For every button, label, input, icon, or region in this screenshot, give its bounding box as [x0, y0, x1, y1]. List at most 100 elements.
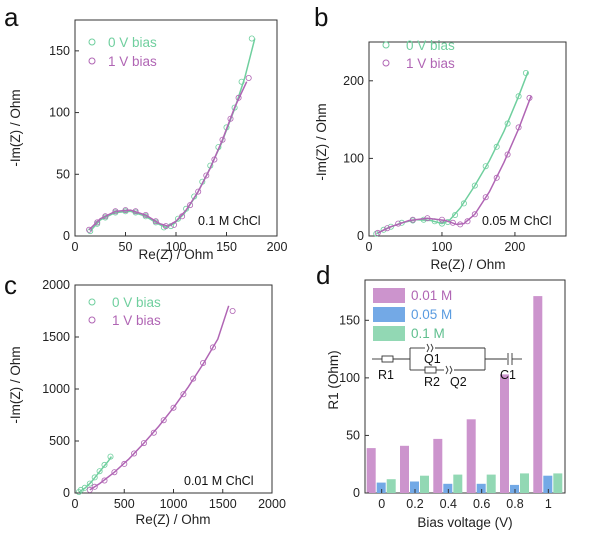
panel-c: c 0 500 1000 1500 2000 0 500 1000 1500 2000 Re(Z)…: [4, 270, 286, 527]
data-point-1v: [179, 213, 186, 220]
bar-005M-06: [476, 483, 486, 493]
y-axis-label-d: R1 (Ohm): [326, 350, 341, 409]
data-point-1v: [449, 219, 456, 226]
fit-line-1v: [88, 81, 248, 231]
data-point-0v: [81, 484, 88, 491]
note-a: 0.1 M ChCl: [198, 214, 261, 228]
y-tick-label: 150: [339, 313, 360, 327]
circuit-r1-resistor: [381, 355, 394, 363]
y-axis-label-b: -Im(Z) / Ohm: [314, 103, 329, 180]
legend-swatch-d-01: [373, 326, 405, 341]
circuit-label-q2: Q2: [450, 375, 467, 389]
marks-a: [86, 35, 256, 235]
data-point-1v: [526, 94, 533, 101]
data-point-1v: [160, 417, 167, 424]
bar-01M-0: [386, 479, 396, 493]
legend-label-a-1v: 1 V bias: [108, 54, 157, 69]
data-point-1v: [102, 213, 109, 220]
x-tick-label: 0.8: [506, 497, 523, 511]
bar-01M-02: [420, 475, 429, 493]
marks-b: [373, 70, 533, 237]
circuit-r2-resistor: [424, 366, 437, 374]
y-tick-label: 0: [357, 229, 364, 243]
data-point-1v: [203, 172, 210, 179]
data-point-0v: [91, 474, 98, 481]
y-tick-label: 200: [343, 74, 364, 88]
plot-frame-c: [74, 284, 273, 494]
data-point-1v: [94, 219, 101, 226]
data-point-0v: [471, 182, 478, 189]
data-point-0v: [183, 205, 190, 212]
x-tick-label: 150: [216, 240, 237, 254]
x-tick-label: 1000: [160, 497, 188, 511]
legend-label-d-005: 0.05 M: [411, 307, 452, 322]
x-tick-label: 100: [166, 240, 187, 254]
data-point-0v: [387, 223, 394, 230]
y-tick-label: 50: [346, 428, 360, 442]
bar-001M-04: [433, 438, 443, 493]
x-tick-label: 500: [114, 497, 135, 511]
data-point-1v: [424, 215, 431, 222]
data-point-1v: [438, 216, 445, 223]
data-point-1v: [140, 440, 147, 447]
panel-a: a 0 50 100 150 200 0 50 100 150 Re(Z) / Ohm -Im(…: [4, 2, 287, 262]
data-point-0v: [380, 226, 387, 233]
data-point-1v: [195, 188, 202, 195]
legend-marker-c-1v: [88, 316, 96, 324]
ticks-d: 0 0.2 0.4 0.6 0.8 1 0 50 100 150: [339, 313, 552, 511]
data-point-1v: [150, 429, 157, 436]
bar-01M-06: [486, 474, 496, 493]
data-point-1v: [101, 477, 108, 484]
data-point-1v: [245, 75, 252, 82]
y-tick-label: 0: [63, 486, 70, 500]
data-point-1v: [121, 460, 128, 467]
data-point-0v: [191, 193, 198, 200]
data-point-1v: [209, 344, 216, 351]
bar-001M-0: [366, 448, 376, 493]
x-tick-label: 0.4: [440, 497, 457, 511]
data-point-1v: [409, 216, 416, 223]
x-tick-label: 200: [504, 240, 525, 254]
legend-marker-a-1v: [88, 57, 96, 65]
x-axis-label-c: Re(Z) / Ohm: [135, 512, 210, 527]
data-point-1v: [170, 221, 177, 228]
y-tick-label: 1000: [42, 382, 70, 396]
y-axis-label-a: -Im(Z) / Ohm: [8, 89, 23, 166]
bar-005M-04: [443, 483, 453, 493]
x-tick-label: 50: [119, 240, 133, 254]
data-point-0v: [482, 163, 489, 170]
y-tick-label: 0: [353, 486, 360, 500]
legend-swatch-d-005: [373, 307, 405, 322]
ticks-c: 0 500 1000 1500 2000 0 500 1000 1500 2000: [42, 278, 286, 511]
data-point-1v: [235, 94, 242, 101]
bar-005M-02: [410, 481, 419, 493]
data-point-0v: [438, 220, 445, 227]
x-tick-label: 1500: [209, 497, 237, 511]
panel-d: d 0 0.2 0.4 0.6 0.8 1 0 50 100 150 Bias voltage (…: [316, 260, 566, 530]
equivalent-circuit: [372, 343, 522, 375]
bar-005M-1: [543, 475, 553, 493]
data-point-1v: [200, 359, 207, 366]
bar-01M-1: [553, 473, 563, 493]
data-point-1v: [152, 218, 159, 225]
legend-marker-b-1v: [382, 59, 390, 67]
data-point-1v: [132, 208, 139, 215]
circuit-label-q1: Q1: [424, 352, 441, 366]
data-point-0v: [238, 78, 245, 85]
data-point-1v: [111, 469, 118, 476]
y-tick-label: 2000: [42, 278, 70, 292]
panel-letter-a: a: [4, 2, 19, 32]
legend-label-b-1v: 1 V bias: [406, 56, 455, 71]
data-point-1v: [227, 115, 234, 122]
data-point-0v: [248, 35, 255, 42]
data-point-1v: [131, 450, 138, 457]
x-axis-label-d: Bias voltage (V): [417, 515, 512, 530]
bar-001M-02: [400, 445, 409, 493]
data-point-1v: [504, 151, 511, 158]
data-point-1v: [86, 486, 93, 493]
data-point-1v: [482, 194, 489, 201]
legend-label-d-01: 0.1 M: [411, 326, 445, 341]
bar-001M-06: [466, 419, 476, 493]
legend-marker-c-0v: [88, 298, 96, 306]
